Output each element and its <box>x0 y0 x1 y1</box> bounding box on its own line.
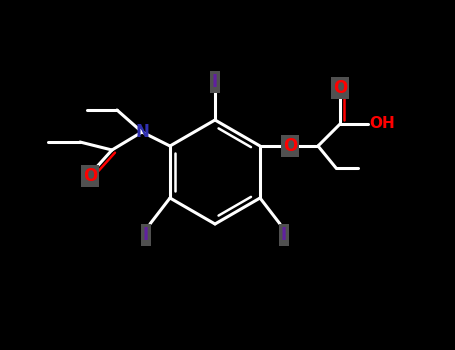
Text: I: I <box>143 226 149 244</box>
Text: O: O <box>333 79 347 97</box>
Text: OH: OH <box>369 117 395 132</box>
Text: I: I <box>281 226 287 244</box>
Text: N: N <box>135 123 149 141</box>
Text: O: O <box>283 137 297 155</box>
Text: O: O <box>83 167 97 185</box>
Text: I: I <box>212 73 218 91</box>
